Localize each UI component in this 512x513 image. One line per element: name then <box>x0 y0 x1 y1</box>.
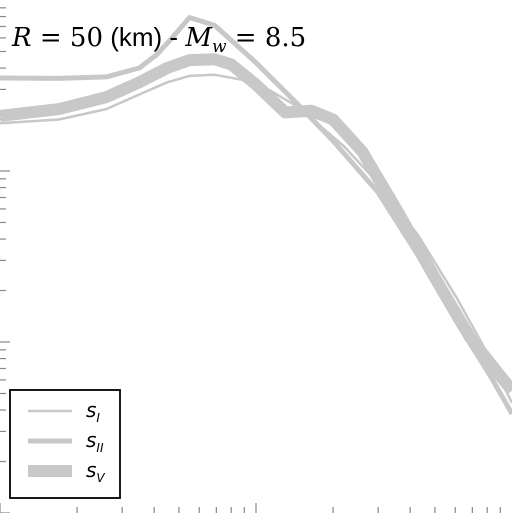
legend-label-subscript: II <box>96 441 104 455</box>
legend-label-s-v: sV <box>86 458 105 485</box>
series-line-s-v <box>0 53 512 395</box>
title-distance-value: 50 <box>70 23 103 53</box>
series-line-s-ii <box>0 15 512 416</box>
title-distance-unit: (km) - <box>103 22 185 52</box>
chart-title: R = 50 (km) - Mw = 8.5 <box>11 22 306 57</box>
title-distance-variable: R <box>11 23 32 53</box>
title-magnitude-subscript: w <box>212 37 227 57</box>
legend-label-subscript: I <box>96 411 100 425</box>
series-line-s-i <box>0 73 512 404</box>
legend-label-subscript: V <box>96 471 105 485</box>
title-magnitude-variable: M <box>184 23 213 53</box>
axis-ticks <box>0 7 501 513</box>
legend-label-main: s <box>86 458 96 482</box>
legend-label-main: s <box>86 398 96 422</box>
title-equals: = <box>32 23 70 53</box>
legend-label-main: s <box>86 428 96 452</box>
legend-label-s-ii: sII <box>86 428 104 455</box>
series-lines <box>0 15 512 416</box>
legend-label-s-i: sI <box>86 398 100 425</box>
title-equals-2: = <box>227 23 265 53</box>
title-magnitude-value: 8.5 <box>265 23 306 53</box>
legend-box <box>9 389 121 499</box>
